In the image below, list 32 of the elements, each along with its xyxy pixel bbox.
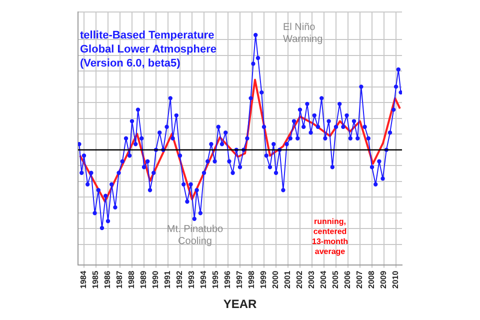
x-tick-label: 1993	[187, 270, 196, 289]
x-tick-label: 2009	[379, 270, 388, 289]
x-tick-label: 2008	[367, 270, 376, 289]
x-tick-label: 2003	[307, 270, 316, 289]
x-tick-label: 1989	[139, 270, 148, 289]
x-axis-title: YEAR	[223, 297, 257, 312]
x-tick-label: 1995	[211, 270, 220, 289]
annotation: El Niño Warming	[283, 22, 323, 45]
x-tick-label: 1988	[127, 270, 136, 289]
x-tick-label: 2010	[391, 270, 400, 289]
x-tick-label: 2005	[331, 270, 340, 289]
x-tick-label: 1987	[115, 270, 124, 289]
x-tick-label: 2002	[295, 270, 304, 289]
annotation: Mt. Pinatubo Cooling	[166, 224, 224, 247]
x-tick-label: 1985	[91, 270, 100, 289]
text: tellite-Based Temperature Global Lower Atmosphere (Version 6.0, beta5)	[80, 30, 217, 70]
x-tick-label: 1990	[151, 270, 160, 289]
x-tick-label: 1996	[223, 270, 232, 289]
x-tick-label: 1999	[259, 270, 268, 289]
x-tick-label: 1997	[235, 270, 244, 289]
annotation: running, centered 13-month average	[312, 217, 348, 256]
x-tick-label: 1986	[103, 270, 112, 289]
x-tick-label: 1994	[199, 270, 208, 289]
x-tick-label: 2007	[355, 270, 364, 289]
x-tick-label: 1984	[79, 270, 88, 289]
x-tick-label: 1998	[247, 270, 256, 289]
x-tick-label: 2004	[319, 270, 328, 289]
x-tick-label: 1992	[175, 270, 184, 289]
x-tick-label: 1991	[163, 270, 172, 289]
x-tick-label: 2000	[271, 270, 280, 289]
x-tick-label: 2006	[343, 270, 352, 289]
x-tick-label: 2001	[283, 270, 292, 289]
